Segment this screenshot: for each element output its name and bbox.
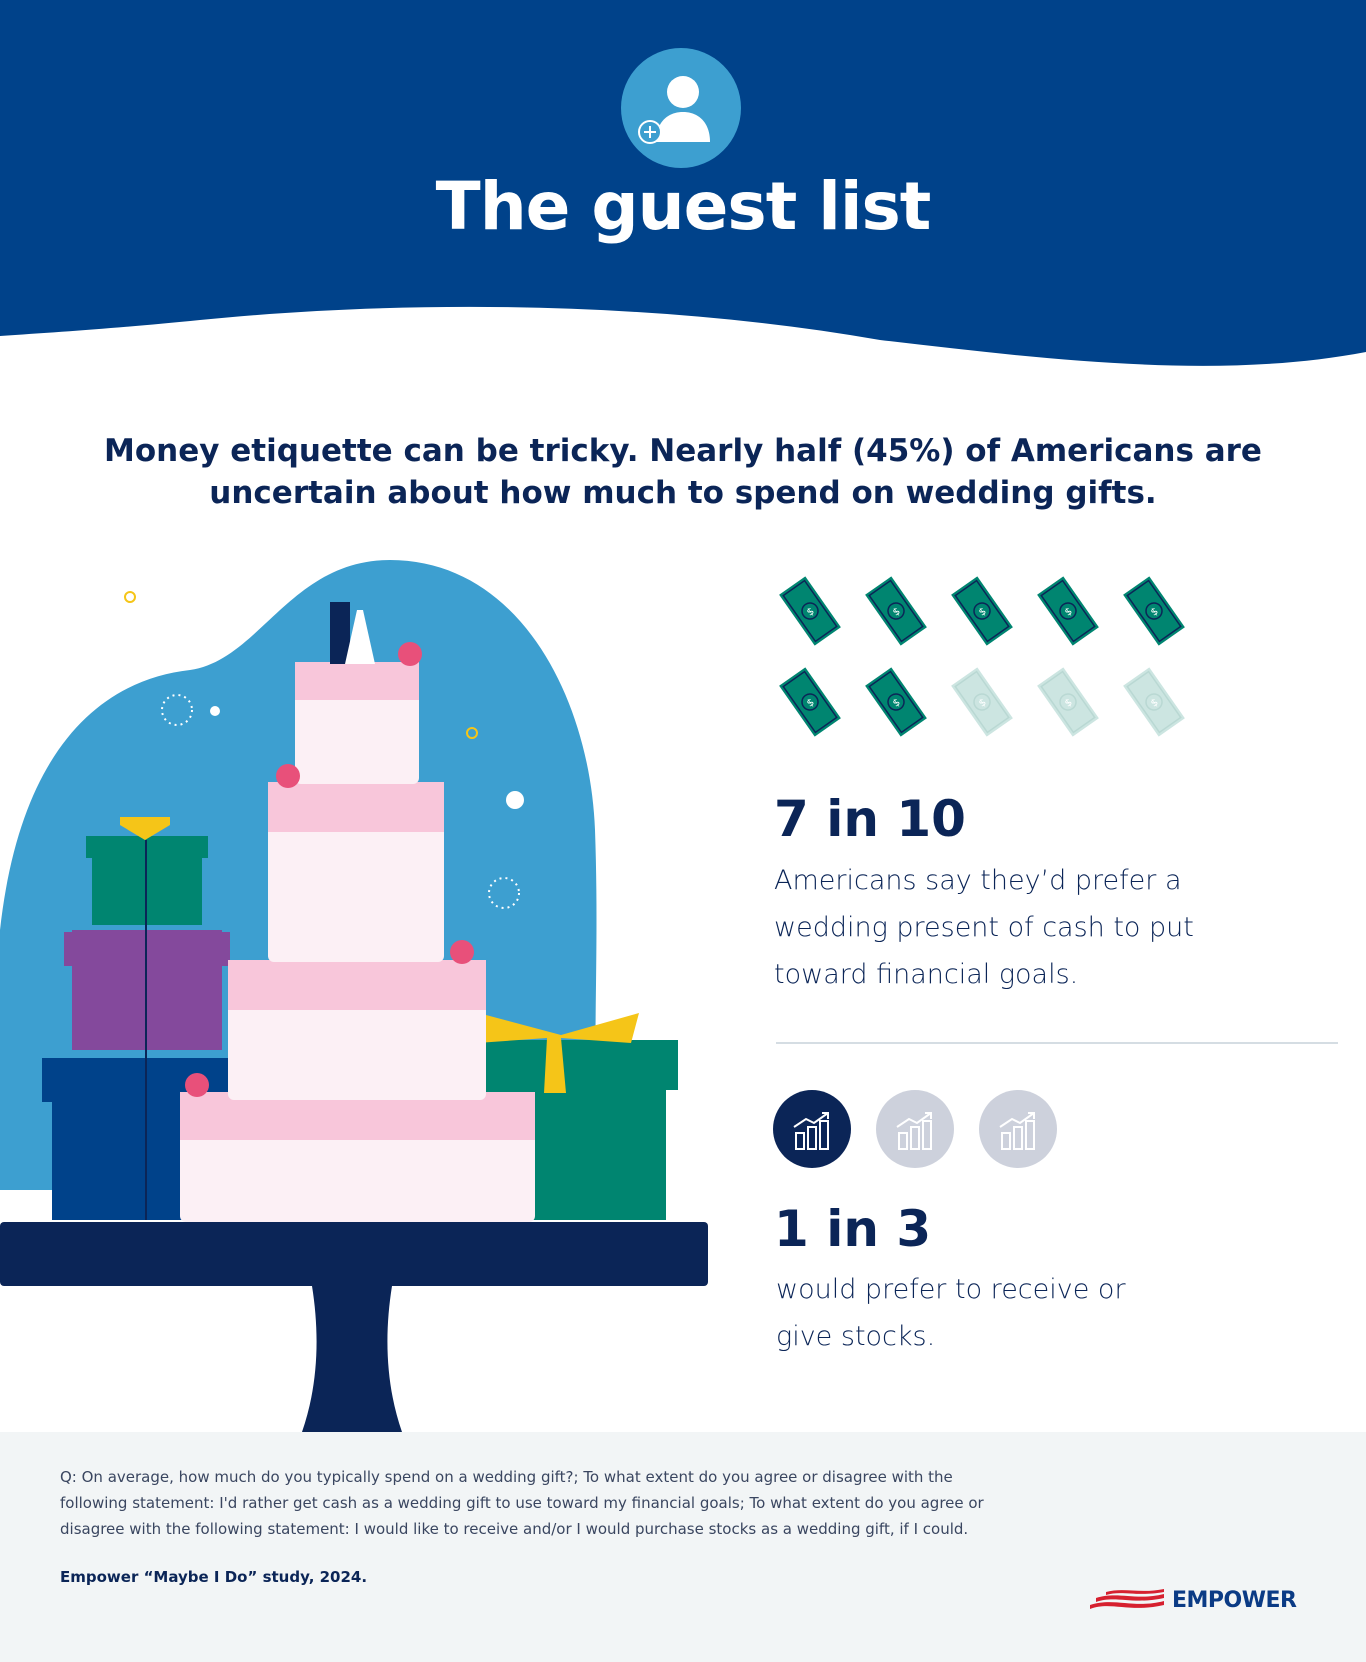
cash-stat-text: wedding present of cash to put xyxy=(774,912,1194,943)
svg-text:$: $ xyxy=(1149,606,1161,619)
stock-chart-icon xyxy=(773,1090,851,1168)
svg-text:$: $ xyxy=(977,697,989,710)
headline: Money etiquette can be tricky. Nearly ha… xyxy=(104,433,1262,511)
svg-text:$: $ xyxy=(1149,697,1161,710)
logo-text: EMPOWER xyxy=(1172,1588,1297,1613)
stock-chart-icon xyxy=(979,1090,1057,1168)
page-title: The guest list xyxy=(435,168,932,245)
empower-logo: EMPOWER xyxy=(1088,1588,1297,1613)
svg-text:$: $ xyxy=(805,697,817,710)
svg-text:$: $ xyxy=(1063,697,1075,710)
cash-stat-value: 7 in 10 xyxy=(774,790,966,848)
source-citation: Empower “Maybe I Do” study, 2024. xyxy=(60,1568,368,1586)
divider xyxy=(776,1042,1338,1044)
dollar-bill-icon: $ xyxy=(865,576,927,646)
dollar-bill-icon: $ xyxy=(951,576,1013,646)
dollar-bill-icon: $ xyxy=(779,667,841,737)
cash-stat-text: toward financial goals. xyxy=(774,959,1079,990)
stocks-stat-text: give stocks. xyxy=(776,1321,936,1352)
dollar-bill-icon: $ xyxy=(1123,667,1185,737)
add-user-icon xyxy=(621,48,741,168)
svg-text:$: $ xyxy=(1063,606,1075,619)
svg-text:$: $ xyxy=(891,606,903,619)
dollar-bill-icon: $ xyxy=(1037,576,1099,646)
survey-question: Q: On average, how much do you typically… xyxy=(60,1468,984,1538)
svg-text:$: $ xyxy=(891,697,903,710)
stocks-stat-text: would prefer to receive or xyxy=(776,1274,1126,1305)
dollar-bill-icon: $ xyxy=(1037,667,1099,737)
cash-pictogram: $ $ $ $ $ $ $ xyxy=(770,570,1200,750)
stocks-stat-value: 1 in 3 xyxy=(774,1200,932,1258)
svg-text:$: $ xyxy=(977,606,989,619)
dollar-bill-icon: $ xyxy=(865,667,927,737)
stocks-pictogram xyxy=(772,1089,1072,1169)
header-banner xyxy=(0,0,1366,366)
dollar-bill-icon: $ xyxy=(1123,576,1185,646)
stock-chart-icon xyxy=(876,1090,954,1168)
cash-stat-text: Americans say they’d prefer a xyxy=(774,865,1182,896)
svg-text:$: $ xyxy=(805,606,817,619)
dollar-bill-icon: $ xyxy=(779,576,841,646)
wedding-cake-illustration xyxy=(0,560,708,1432)
footer: Q: On average, how much do you typically… xyxy=(0,1432,1366,1662)
empower-logo-mark xyxy=(1090,1588,1164,1609)
dollar-bill-icon: $ xyxy=(951,667,1013,737)
